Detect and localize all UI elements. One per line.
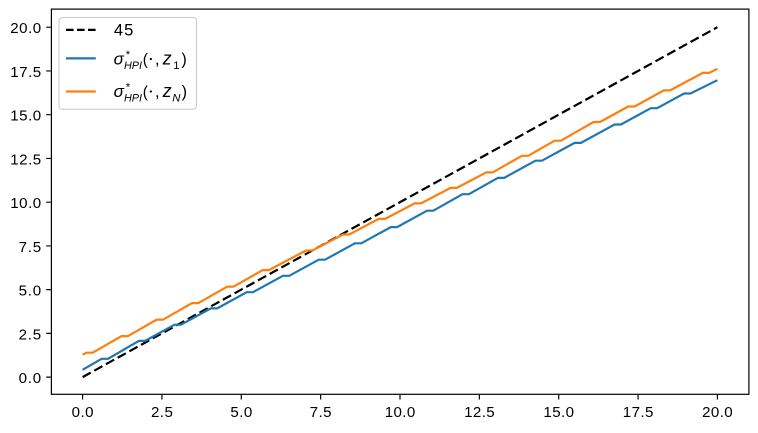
svg-text:*: * xyxy=(126,49,131,61)
svg-text:N: N xyxy=(172,93,181,105)
svg-text:7.5: 7.5 xyxy=(310,404,332,421)
svg-text:(: ( xyxy=(143,51,149,68)
svg-text:17.5: 17.5 xyxy=(10,64,41,81)
svg-text:z: z xyxy=(162,48,172,68)
svg-text:5.0: 5.0 xyxy=(230,404,252,421)
svg-text:): ) xyxy=(181,50,186,68)
svg-text:*: * xyxy=(126,82,131,94)
svg-text:HPI: HPI xyxy=(124,93,142,105)
svg-text:12.5: 12.5 xyxy=(10,151,41,168)
svg-text:20.0: 20.0 xyxy=(702,404,733,421)
svg-text:σ: σ xyxy=(114,82,125,101)
svg-text:): ) xyxy=(182,83,187,101)
svg-text:45: 45 xyxy=(114,21,133,40)
svg-text:15.0: 15.0 xyxy=(543,404,574,421)
svg-text:5.0: 5.0 xyxy=(19,283,42,300)
svg-text:2.5: 2.5 xyxy=(19,326,42,343)
svg-text:7.5: 7.5 xyxy=(19,239,42,256)
svg-text:0.0: 0.0 xyxy=(72,404,94,421)
svg-text:10.0: 10.0 xyxy=(10,195,41,212)
svg-text:15.0: 15.0 xyxy=(10,108,41,125)
svg-text:,: , xyxy=(155,49,160,68)
svg-text:z: z xyxy=(162,81,172,101)
svg-text:(: ( xyxy=(143,84,149,101)
svg-text:10.0: 10.0 xyxy=(385,404,416,421)
svg-text:0.0: 0.0 xyxy=(19,370,42,387)
svg-text:12.5: 12.5 xyxy=(464,404,495,421)
svg-text:20.0: 20.0 xyxy=(10,20,41,37)
svg-text:σ: σ xyxy=(114,50,125,69)
svg-text:HPI: HPI xyxy=(124,60,142,72)
svg-text:17.5: 17.5 xyxy=(623,404,654,421)
svg-text:,: , xyxy=(155,82,160,101)
svg-text:1: 1 xyxy=(173,60,179,72)
svg-text:2.5: 2.5 xyxy=(151,404,173,421)
